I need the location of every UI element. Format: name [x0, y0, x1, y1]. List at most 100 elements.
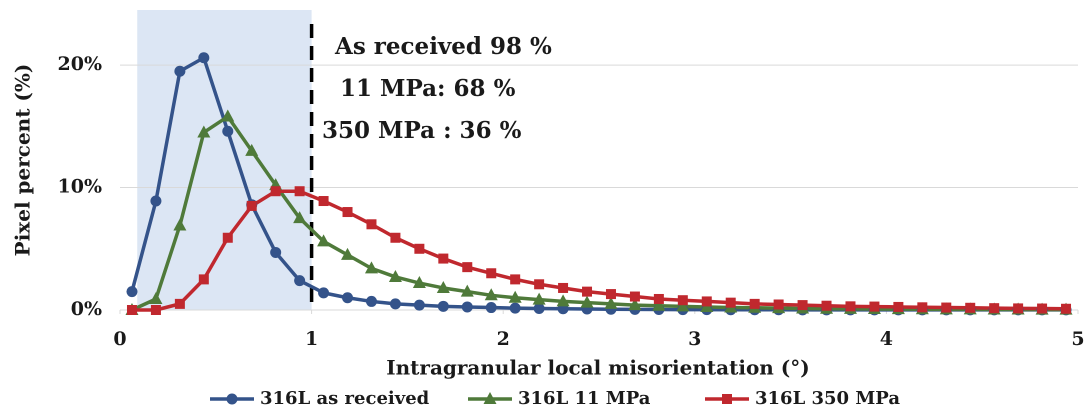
marker [366, 219, 377, 230]
marker [317, 234, 331, 247]
x-tick-label: 3 [688, 328, 701, 350]
marker [797, 300, 808, 311]
marker [605, 289, 616, 300]
marker [893, 301, 904, 312]
marker [483, 392, 497, 404]
marker [294, 275, 306, 287]
marker [676, 299, 690, 312]
marker [245, 143, 259, 156]
marker [150, 305, 161, 315]
marker [510, 274, 521, 285]
marker [773, 299, 784, 310]
marker [197, 125, 211, 138]
y-tick-label: 0% [71, 298, 102, 320]
marker [989, 303, 1000, 314]
marker [341, 247, 355, 260]
marker [917, 302, 928, 313]
marker [556, 294, 570, 307]
x-tick-label: 5 [1071, 328, 1084, 350]
series-line [131, 114, 1067, 312]
marker [413, 299, 425, 311]
marker [532, 292, 546, 305]
marker [486, 268, 497, 279]
marker [534, 279, 545, 290]
x-axis-title: Intragranular local misorientation (°) [386, 356, 809, 380]
marker [126, 305, 137, 315]
marker [582, 286, 593, 297]
marker [389, 298, 401, 310]
legend-item: 316L as received [210, 388, 430, 409]
marker [869, 301, 880, 312]
marker [484, 288, 498, 301]
marker [1061, 303, 1072, 314]
marker [222, 232, 233, 243]
marker [149, 291, 163, 304]
legend-label: 316L as received [260, 388, 430, 409]
legend-item: 316L 11 MPa [468, 388, 651, 409]
marker [437, 300, 449, 312]
marker [198, 274, 209, 285]
marker [604, 296, 618, 309]
marker [390, 232, 401, 243]
marker [365, 295, 377, 307]
legend-item: 316L 350 MPa [705, 388, 900, 409]
x-tick-label: 0 [113, 328, 126, 350]
marker [364, 261, 378, 274]
marker [436, 280, 450, 293]
marker [126, 286, 138, 298]
y-tick-label: 20% [58, 53, 103, 75]
marker [965, 302, 976, 313]
marker [1037, 303, 1048, 314]
y-tick-label: 10% [58, 176, 103, 198]
marker [508, 290, 522, 303]
marker [150, 195, 162, 207]
marker [1013, 303, 1024, 314]
marker [821, 300, 832, 311]
marker [174, 65, 186, 77]
marker [174, 298, 185, 309]
marker [461, 301, 473, 313]
marker [318, 287, 330, 299]
marker [438, 253, 449, 264]
marker [749, 298, 760, 309]
marker [342, 207, 353, 218]
marker [294, 186, 305, 197]
y-axis-title: Pixel percent (%) [11, 64, 35, 257]
marker [388, 269, 402, 282]
marker [722, 394, 732, 404]
annotation: 350 MPa : 36 % [322, 117, 522, 144]
marker [509, 302, 521, 314]
marker [221, 109, 235, 122]
marker [628, 298, 642, 311]
x-tick-label: 2 [497, 328, 510, 350]
marker [652, 298, 666, 311]
legend-label: 316L 11 MPa [518, 388, 651, 409]
annotation: As received 98 % [334, 33, 552, 60]
marker [342, 292, 354, 304]
marker [318, 196, 329, 207]
marker [293, 211, 307, 224]
marker [941, 302, 952, 313]
marker [270, 186, 281, 197]
marker [845, 301, 856, 312]
marker [677, 295, 688, 306]
x-tick-label: 4 [880, 328, 893, 350]
legend-label: 316L 350 MPa [755, 388, 900, 409]
marker [629, 291, 640, 302]
marker [462, 262, 473, 273]
marker [270, 246, 282, 258]
marker [533, 303, 545, 315]
marker [222, 125, 234, 137]
series-line [131, 189, 1067, 312]
marker [580, 295, 594, 308]
marker [198, 52, 210, 64]
marker [412, 276, 426, 289]
marker [558, 282, 569, 293]
marker [226, 393, 238, 405]
marker [701, 296, 712, 307]
marker [246, 200, 257, 211]
marker [414, 243, 425, 254]
marker [173, 218, 187, 231]
marker [485, 302, 497, 314]
